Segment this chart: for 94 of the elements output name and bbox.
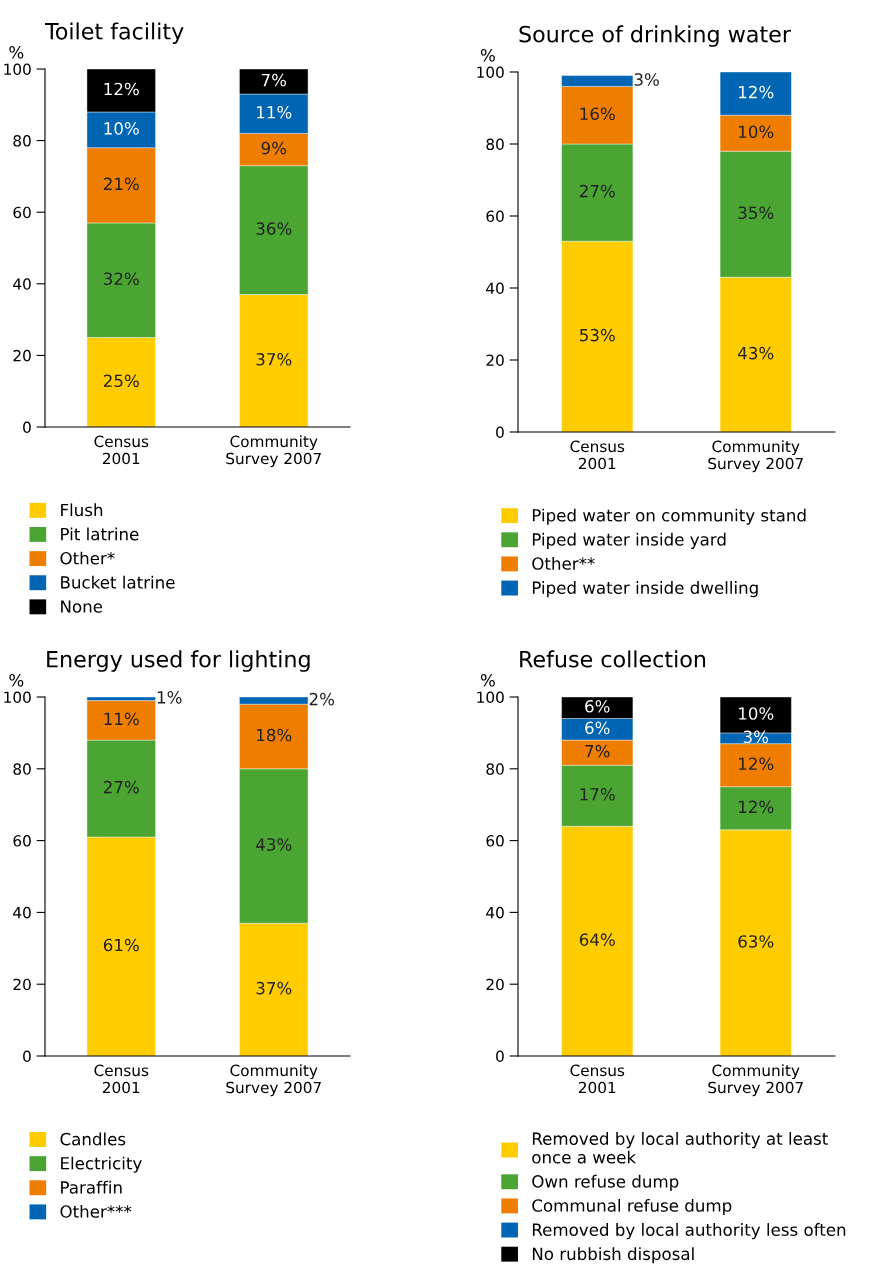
y-axis-title: % [480, 673, 495, 687]
data-label: 3% [634, 73, 659, 86]
data-label: 18% [257, 728, 292, 742]
data-label: 12% [739, 800, 774, 814]
data-label: 43% [738, 346, 774, 360]
y-tick-label: 40 [486, 906, 504, 919]
y-tick-label: 0 [23, 421, 31, 434]
data-label: 53% [580, 328, 615, 342]
y-tick-label: 0 [496, 426, 504, 439]
y-tick-label: 20 [13, 978, 31, 991]
legend-label: Removed by local authority at least once a week [532, 1132, 828, 1164]
chart-title: Source of drinking water [519, 25, 791, 47]
legend-label: Piped water inside yard [532, 532, 726, 549]
legend-label: Pit latrine [61, 527, 139, 541]
data-label: 3% [743, 730, 769, 744]
data-label: 27% [579, 184, 615, 198]
data-label: 32% [104, 272, 139, 286]
y-tick-label: 100 [477, 691, 504, 704]
data-label: 25% [103, 374, 139, 388]
data-label: 2% [309, 692, 335, 706]
legend-label: Communal refuse dump [532, 1198, 732, 1216]
y-tick-label: 40 [13, 278, 31, 290]
y-tick-label: 80 [13, 135, 31, 147]
legend-label: Candles [60, 1132, 126, 1146]
legend-label: Removed by local authority less often [532, 1223, 846, 1240]
y-axis-title: % [480, 48, 495, 62]
y-tick-label: 20 [486, 978, 504, 991]
data-label: 10% [739, 707, 774, 720]
data-label: 12% [739, 85, 774, 99]
legend-label: Other*** [60, 1204, 132, 1218]
data-label: 37% [256, 981, 292, 995]
y-tick-label: 60 [13, 835, 31, 847]
data-label: 35% [738, 206, 774, 220]
legend-label: Piped water on community stand [532, 508, 806, 525]
legend-label: Piped water inside dwelling [532, 581, 758, 598]
data-label: 1% [157, 691, 182, 704]
y-tick-label: 80 [486, 138, 504, 151]
y-tick-label: 40 [486, 282, 504, 295]
y-tick-label: 80 [486, 763, 504, 775]
y-tick-label: 100 [4, 691, 31, 704]
y-tick-label: 60 [486, 835, 504, 847]
y-axis-title: % [9, 46, 24, 59]
y-tick-label: 100 [4, 63, 31, 76]
x-tick-label: Community Survey 2007 [226, 435, 321, 468]
y-tick-label: 0 [23, 1050, 31, 1063]
y-axis-title: % [9, 673, 24, 687]
data-label: 10% [104, 122, 139, 135]
y-tick-label: 0 [496, 1050, 504, 1063]
x-tick-label: Community Survey 2007 [708, 440, 803, 473]
legend-label: None [61, 600, 103, 613]
data-label: 37% [256, 353, 292, 366]
data-label: 9% [261, 141, 287, 155]
y-tick-label: 20 [13, 349, 31, 362]
data-label: 36% [256, 222, 292, 235]
data-label: 63% [738, 935, 774, 948]
chart-title: Toilet facility [44, 22, 184, 44]
legend-label: Other* [60, 551, 115, 565]
x-tick-label: Census 2001 [570, 440, 625, 470]
data-label: 7% [261, 73, 287, 87]
y-tick-label: 80 [13, 763, 31, 775]
y-tick-label: 20 [486, 354, 504, 367]
y-tick-label: 60 [13, 206, 31, 219]
data-label: 64% [579, 933, 615, 946]
x-tick-label: Census 2001 [570, 1064, 625, 1094]
legend-label: Electricity [61, 1156, 142, 1173]
data-label: 21% [103, 177, 139, 191]
data-label: 61% [103, 938, 139, 952]
legend-label: Other** [532, 556, 595, 570]
legend-label: Own refuse dump [532, 1174, 679, 1191]
y-tick-label: 40 [13, 906, 31, 919]
data-label: 11% [257, 105, 292, 119]
x-tick-label: Census 2001 [94, 435, 149, 465]
legend-label: Bucket latrine [61, 575, 175, 589]
y-tick-label: 60 [486, 210, 504, 223]
chart-title: Energy used for lighting [47, 650, 310, 672]
data-label: 6% [585, 700, 610, 713]
data-label: 6% [585, 721, 610, 735]
chart-title: Refuse collection [520, 650, 706, 668]
data-label: 17% [580, 787, 615, 801]
data-label: 43% [256, 838, 292, 851]
x-tick-label: Community Survey 2007 [226, 1064, 321, 1097]
data-label: 12% [104, 82, 139, 96]
data-label: 11% [104, 712, 139, 726]
data-label: 10% [739, 125, 774, 139]
legend-label: Flush [61, 503, 103, 517]
data-label: 12% [739, 757, 774, 771]
legend-label: Paraffin [61, 1180, 122, 1194]
y-tick-label: 100 [477, 66, 504, 79]
data-label: 16% [580, 107, 615, 121]
data-label: 27% [103, 780, 139, 794]
x-tick-label: Community Survey 2007 [708, 1064, 803, 1097]
x-tick-label: Census 2001 [94, 1064, 149, 1094]
legend-label: No rubbish disposal [532, 1247, 694, 1264]
data-label: 7% [585, 744, 610, 758]
